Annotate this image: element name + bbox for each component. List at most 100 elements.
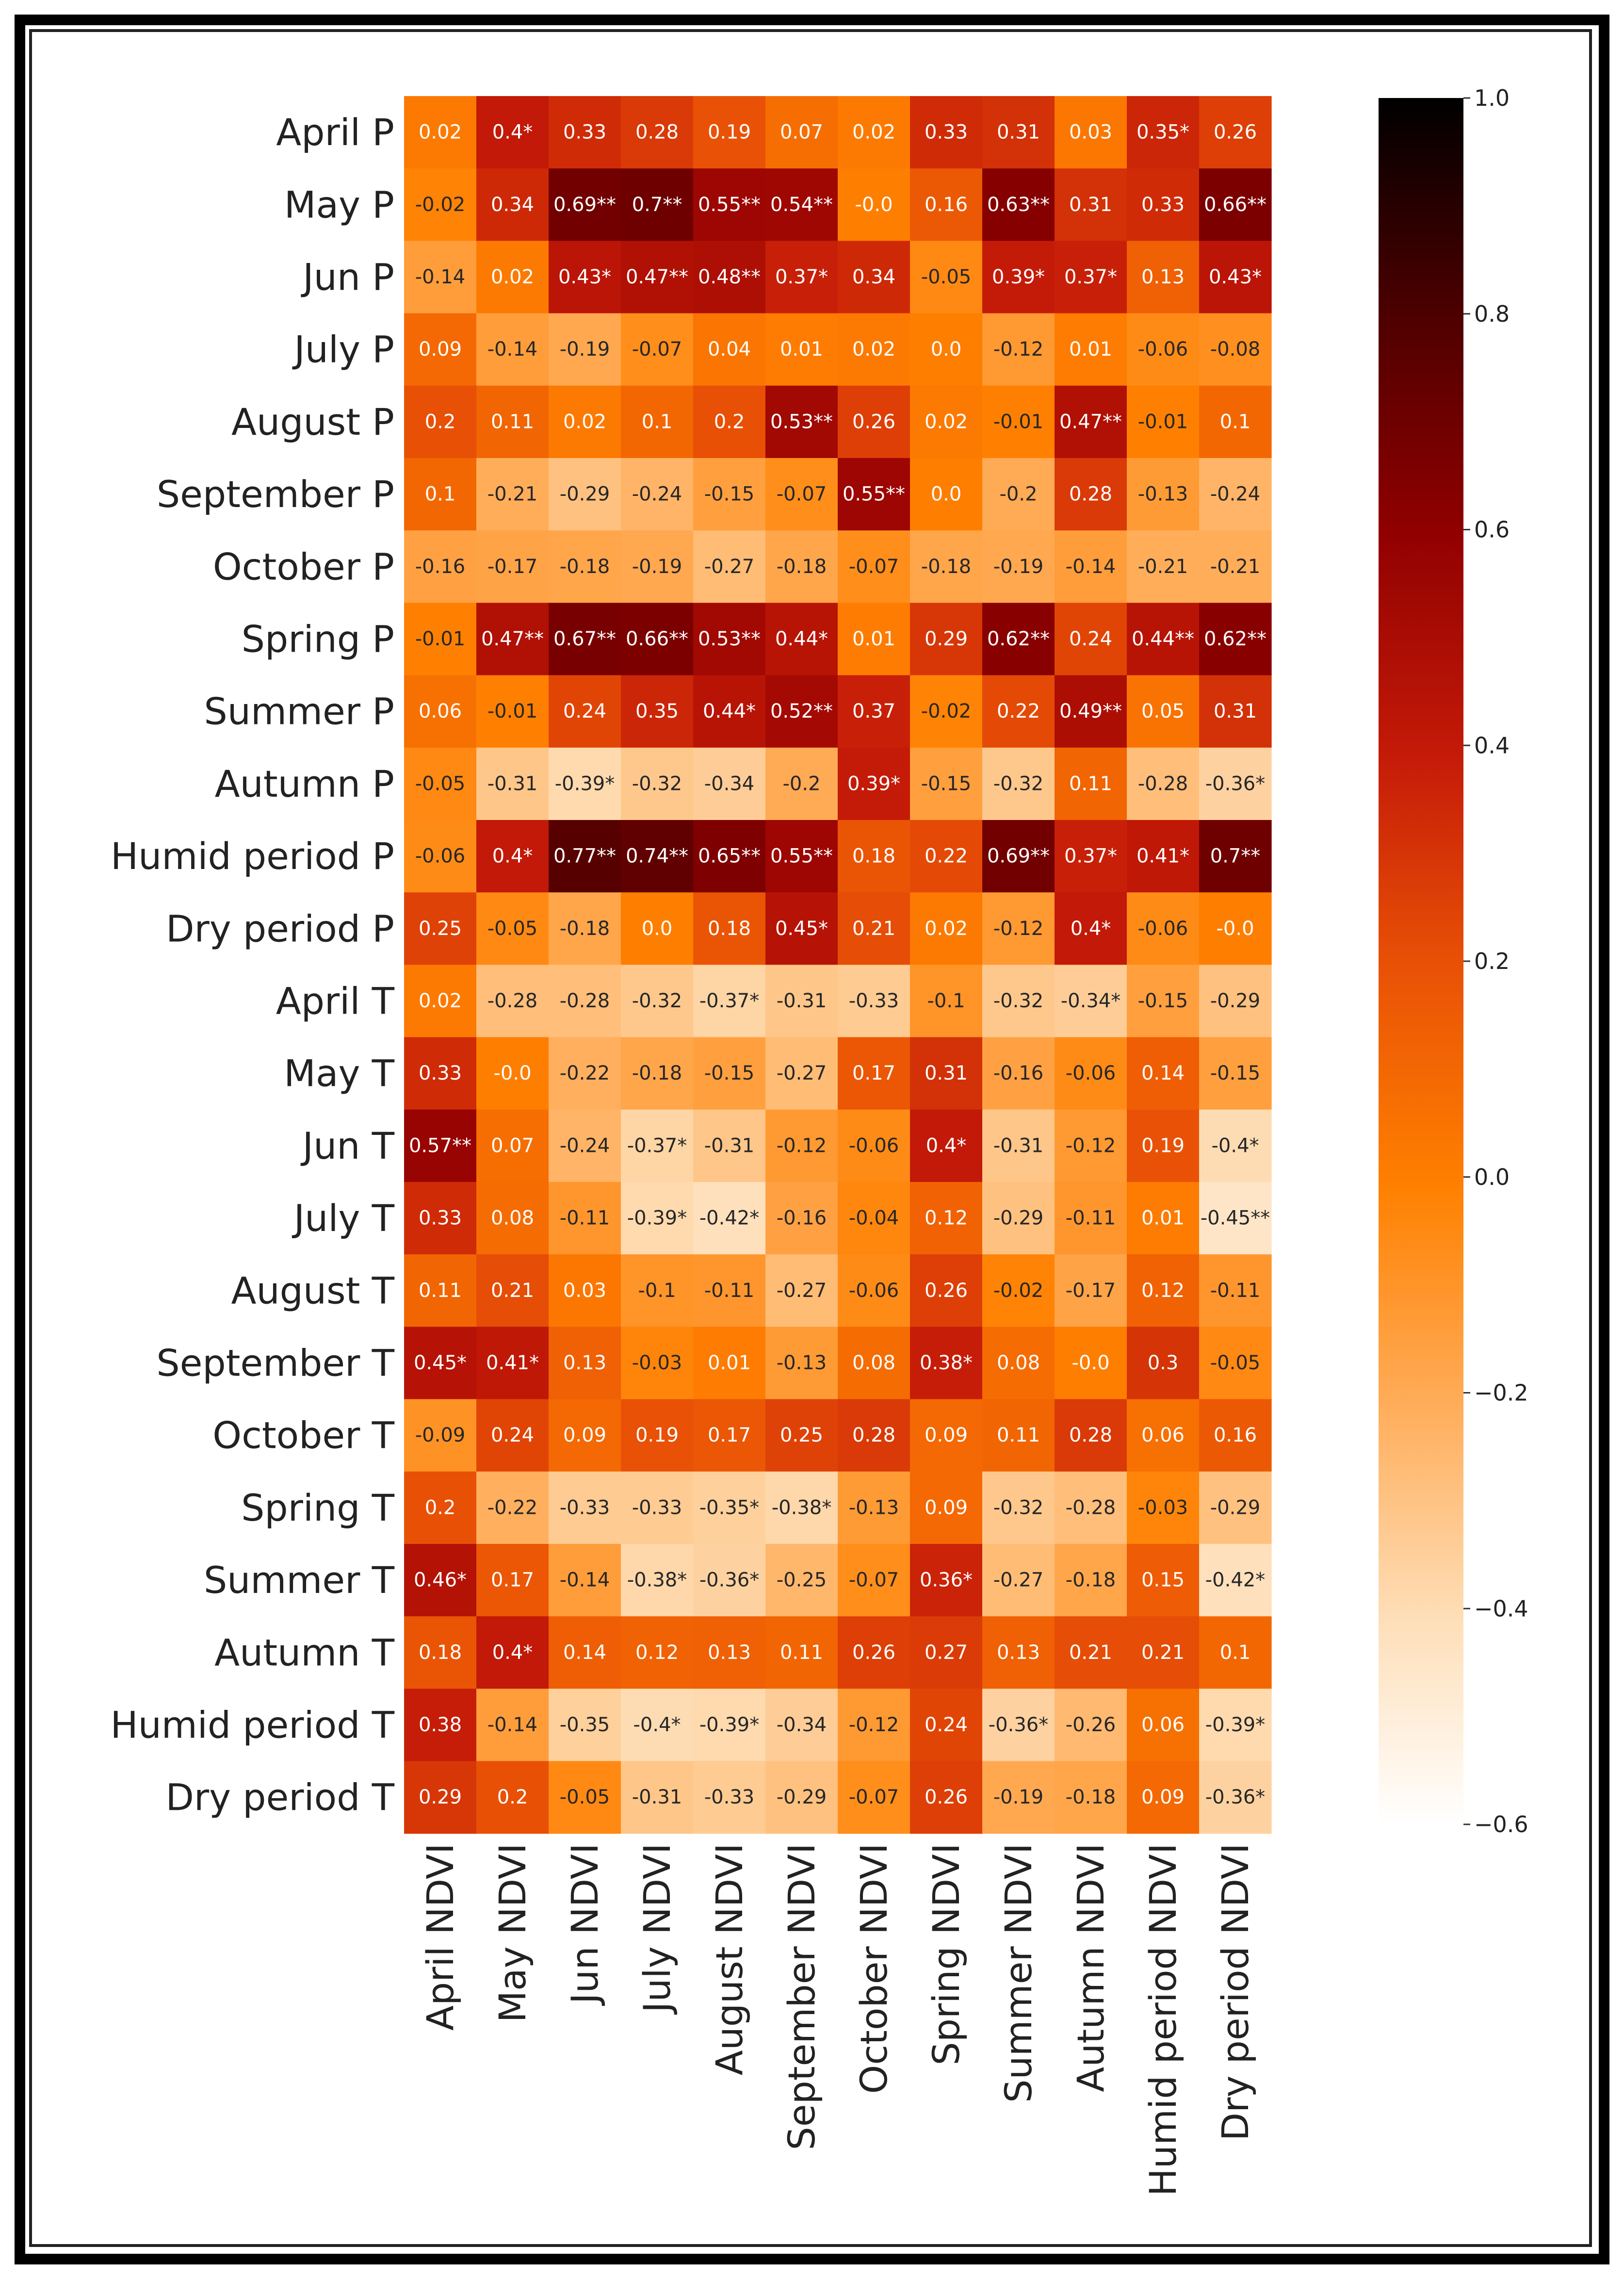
heatmap-cell (765, 1689, 838, 1762)
heatmap-cell (476, 1327, 549, 1400)
heatmap-cell (982, 1544, 1055, 1617)
cell-annotation: -0.37* (627, 1134, 687, 1157)
heatmap-cell (476, 458, 549, 531)
cell-annotation: 0.02 (419, 990, 462, 1012)
cell-annotation: 0.4* (926, 1134, 967, 1157)
heatmap-cell (693, 1544, 766, 1617)
cell-annotation: 0.12 (925, 1207, 968, 1230)
cell-annotation: 0.13 (563, 1352, 606, 1374)
cell-annotation: -0.01 (993, 410, 1044, 433)
cell-annotation: 0.08 (997, 1352, 1040, 1374)
cell-annotation: -0.22 (487, 1496, 538, 1519)
cell-annotation: 0.09 (419, 338, 462, 361)
cell-annotation: -0.07 (632, 338, 682, 361)
cell-annotation: 0.35 (635, 700, 679, 722)
cell-annotation: 0.37 (852, 700, 895, 722)
cell-annotation: -0.32 (993, 772, 1044, 795)
cell-annotation: -0.11 (560, 1207, 610, 1230)
cell-annotation: -0.34 (777, 1714, 827, 1736)
colorbar-tick-label: 1.0 (1474, 85, 1510, 111)
cell-annotation: -0.12 (1066, 1134, 1116, 1157)
heatmap-cell (910, 1689, 983, 1762)
cell-annotation: -0.32 (632, 990, 682, 1012)
row-label: July P (292, 328, 394, 371)
heatmap-cell (404, 1544, 477, 1617)
heatmap-cell (693, 313, 766, 386)
cell-annotation: 0.34 (491, 194, 534, 216)
heatmap-cell (404, 1616, 477, 1689)
heatmap-cell (1199, 1471, 1272, 1544)
row-label: Jun T (301, 1124, 395, 1167)
row-label: Spring T (241, 1486, 394, 1529)
cell-annotation: 0.27 (925, 1641, 968, 1664)
cell-annotation: 0.36* (920, 1569, 973, 1591)
cell-annotation: -0.06 (1138, 338, 1188, 361)
heatmap-cell (476, 168, 549, 241)
cell-annotation: 0.25 (419, 918, 462, 940)
heatmap-cell (1199, 603, 1272, 676)
heatmap-cell (693, 1689, 766, 1762)
cell-annotation: -0.28 (560, 990, 610, 1012)
cell-annotation: 0.0 (931, 338, 962, 361)
cell-annotation: 0.08 (852, 1352, 895, 1374)
cell-annotation: 0.55** (770, 845, 833, 868)
heatmap-cell (476, 530, 549, 603)
heatmap-cell (549, 1182, 621, 1255)
heatmap-cell (765, 1327, 838, 1400)
colorbar-tick-label: −0.2 (1474, 1380, 1528, 1406)
cell-annotation: 0.44** (1132, 628, 1194, 650)
cell-annotation: -0.02 (921, 700, 972, 722)
heatmap-cell (549, 1399, 621, 1472)
heatmap-cell (621, 1689, 694, 1762)
heatmap-cell (1055, 168, 1127, 241)
heatmap-cell (982, 1327, 1055, 1400)
heatmap-cell (765, 1254, 838, 1327)
row-label: May T (284, 1052, 394, 1095)
cell-annotation: 0.11 (780, 1641, 823, 1664)
cell-annotation: -0.31 (487, 772, 538, 795)
heatmap-cell (621, 892, 694, 965)
heatmap-cell (1055, 1037, 1127, 1110)
heatmap-cell (838, 313, 910, 386)
heatmap-cell (404, 820, 477, 893)
heatmap-cell (621, 96, 694, 169)
cell-annotation: -0.14 (487, 1714, 538, 1736)
heatmap-cell (404, 1761, 477, 1834)
heatmap-cell (838, 603, 910, 676)
heatmap-cell (1127, 96, 1200, 169)
cell-annotation: 0.09 (563, 1424, 606, 1446)
heatmap-cell (549, 385, 621, 459)
cell-annotation: 0.44* (703, 700, 756, 722)
cell-annotation: 0.11 (1069, 772, 1112, 795)
column-label: Dry period NDVI (1214, 1843, 1257, 2141)
heatmap-cell (549, 241, 621, 314)
heatmap-cell (1199, 1399, 1272, 1472)
heatmap-cell (1127, 241, 1200, 314)
cell-annotation: 0.52** (770, 700, 833, 722)
heatmap-cell (838, 168, 910, 241)
heatmap-cell (476, 96, 549, 169)
heatmap-cell (1055, 241, 1127, 314)
cell-annotation: 0.26 (925, 1279, 968, 1302)
cell-annotation: 0.22 (925, 845, 968, 868)
cell-annotation: 0.14 (1141, 1062, 1185, 1084)
cell-annotation: 0.43* (558, 266, 611, 288)
cell-annotation: -0.36* (699, 1569, 760, 1591)
cell-annotation: 0.39* (847, 772, 900, 795)
cell-annotation: 0.14 (563, 1641, 606, 1664)
heatmap-cell (1199, 1182, 1272, 1255)
cell-annotation: 0.66** (626, 628, 688, 650)
cell-annotation: -0.36* (1205, 772, 1266, 795)
row-labels: April P May P Jun P July P August P September… (110, 111, 394, 1819)
cell-annotation: -0.33 (849, 990, 899, 1012)
cell-annotation: 0.33 (419, 1207, 462, 1230)
heatmap-cell (476, 1037, 549, 1110)
cell-annotation: 0.02 (491, 266, 534, 288)
heatmap-cell (1055, 965, 1127, 1038)
cell-annotation: -0.35 (560, 1714, 610, 1736)
heatmap-cell (1199, 1109, 1272, 1182)
heatmap-cell (1127, 1689, 1200, 1762)
cell-annotation: -0.27 (704, 556, 755, 578)
cell-annotation: 0.17 (852, 1062, 895, 1084)
heatmap-cell (838, 820, 910, 893)
